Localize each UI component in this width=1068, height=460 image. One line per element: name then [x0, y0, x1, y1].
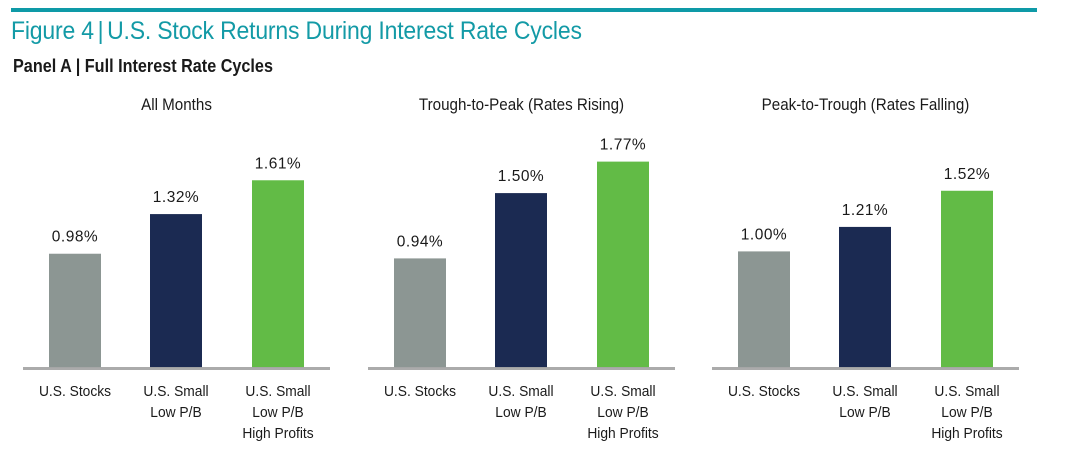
category-tick-label-line: High Profits	[931, 426, 1002, 443]
category-tick-label-line: U.S. Small	[832, 384, 897, 401]
category-tick-label-line: U.S. Small	[143, 384, 208, 401]
data-label: 0.94%	[397, 233, 443, 250]
bar	[49, 253, 101, 368]
x-axis-baseline	[368, 367, 675, 370]
bar	[839, 226, 891, 368]
x-axis-baseline	[23, 367, 330, 370]
category-tick-label-line: High Profits	[242, 426, 313, 443]
category-tick-label-line: Low P/B	[839, 405, 890, 422]
category-tick-label-line: U.S. Stocks	[728, 384, 800, 401]
category-tick-label: U.S. Small Low P/B High Profits	[587, 384, 658, 443]
chart-panel-3: Peak-to-Trough (Rates Falling) 1.00% U.S. …	[712, 96, 1019, 442]
data-label: 1.32%	[153, 189, 199, 206]
bar	[150, 214, 202, 368]
category-tick-label-line: Low P/B	[941, 405, 992, 422]
category-tick-label-line: Low P/B	[252, 405, 303, 422]
bar	[394, 258, 446, 368]
bar	[252, 180, 304, 368]
category-tick-label: U.S. Small Low P/B High Profits	[242, 384, 313, 443]
category-tick-label: U.S. Small Low P/B High Profits	[931, 384, 1002, 443]
data-label: 0.98%	[52, 229, 98, 246]
bar	[738, 251, 790, 368]
category-tick-label: U.S. Stocks	[728, 384, 800, 401]
figure-title-separator: |	[97, 17, 104, 45]
category-tick-label: U.S. Small Low P/B	[832, 384, 897, 422]
category-tick-label-line: U.S. Stocks	[384, 384, 456, 401]
bar	[597, 161, 649, 368]
panel-label: Panel A	[13, 56, 72, 76]
top-accent-rule	[11, 8, 1037, 12]
bar	[495, 193, 547, 368]
category-tick-label-line: Low P/B	[150, 405, 201, 422]
data-label: 1.00%	[741, 226, 787, 243]
category-tick-label-line: Low P/B	[597, 405, 648, 422]
category-tick-label-line: U.S. Small	[488, 384, 553, 401]
category-tick-label-line: U.S. Small	[590, 384, 655, 401]
chart-title: Peak-to-Trough (Rates Falling)	[762, 96, 970, 114]
data-label: 1.50%	[498, 168, 544, 185]
category-tick-label-line: Low P/B	[495, 405, 546, 422]
category-tick-label: U.S. Small Low P/B	[488, 384, 553, 422]
panel-title: Panel A | Full Interest Rate Cycles	[13, 56, 273, 77]
data-label: 1.21%	[842, 202, 888, 219]
category-tick-label-line: U.S. Stocks	[39, 384, 111, 401]
figure-label: Figure 4	[11, 17, 94, 45]
chart-panel-2: Trough-to-Peak (Rates Rising) 0.94% U.S. S…	[368, 96, 675, 442]
data-label: 1.61%	[255, 155, 301, 172]
chart-title: All Months	[141, 96, 212, 114]
figure-title: Figure 4 | U.S. Stock Returns During Inter…	[11, 17, 582, 46]
figure-title-text: U.S. Stock Returns During Interest Rate …	[107, 17, 582, 45]
category-tick-label: U.S. Stocks	[384, 384, 456, 401]
x-axis-baseline	[712, 367, 1019, 370]
category-tick-label-line: High Profits	[587, 426, 658, 443]
category-tick-label-line: U.S. Small	[934, 384, 999, 401]
category-tick-label-line: U.S. Small	[245, 384, 310, 401]
category-tick-label: U.S. Small Low P/B	[143, 384, 208, 422]
panel-title-text: Full Interest Rate Cycles	[84, 56, 273, 76]
chart-panel-1: All Months 0.98% U.S. Stocks 1.32% U.S. Smal…	[23, 96, 330, 442]
data-label: 1.77%	[600, 137, 646, 154]
panel-title-separator: |	[75, 56, 81, 76]
bar	[941, 190, 993, 368]
category-tick-label: U.S. Stocks	[39, 384, 111, 401]
data-label: 1.52%	[944, 166, 990, 183]
chart-title: Trough-to-Peak (Rates Rising)	[419, 96, 624, 114]
